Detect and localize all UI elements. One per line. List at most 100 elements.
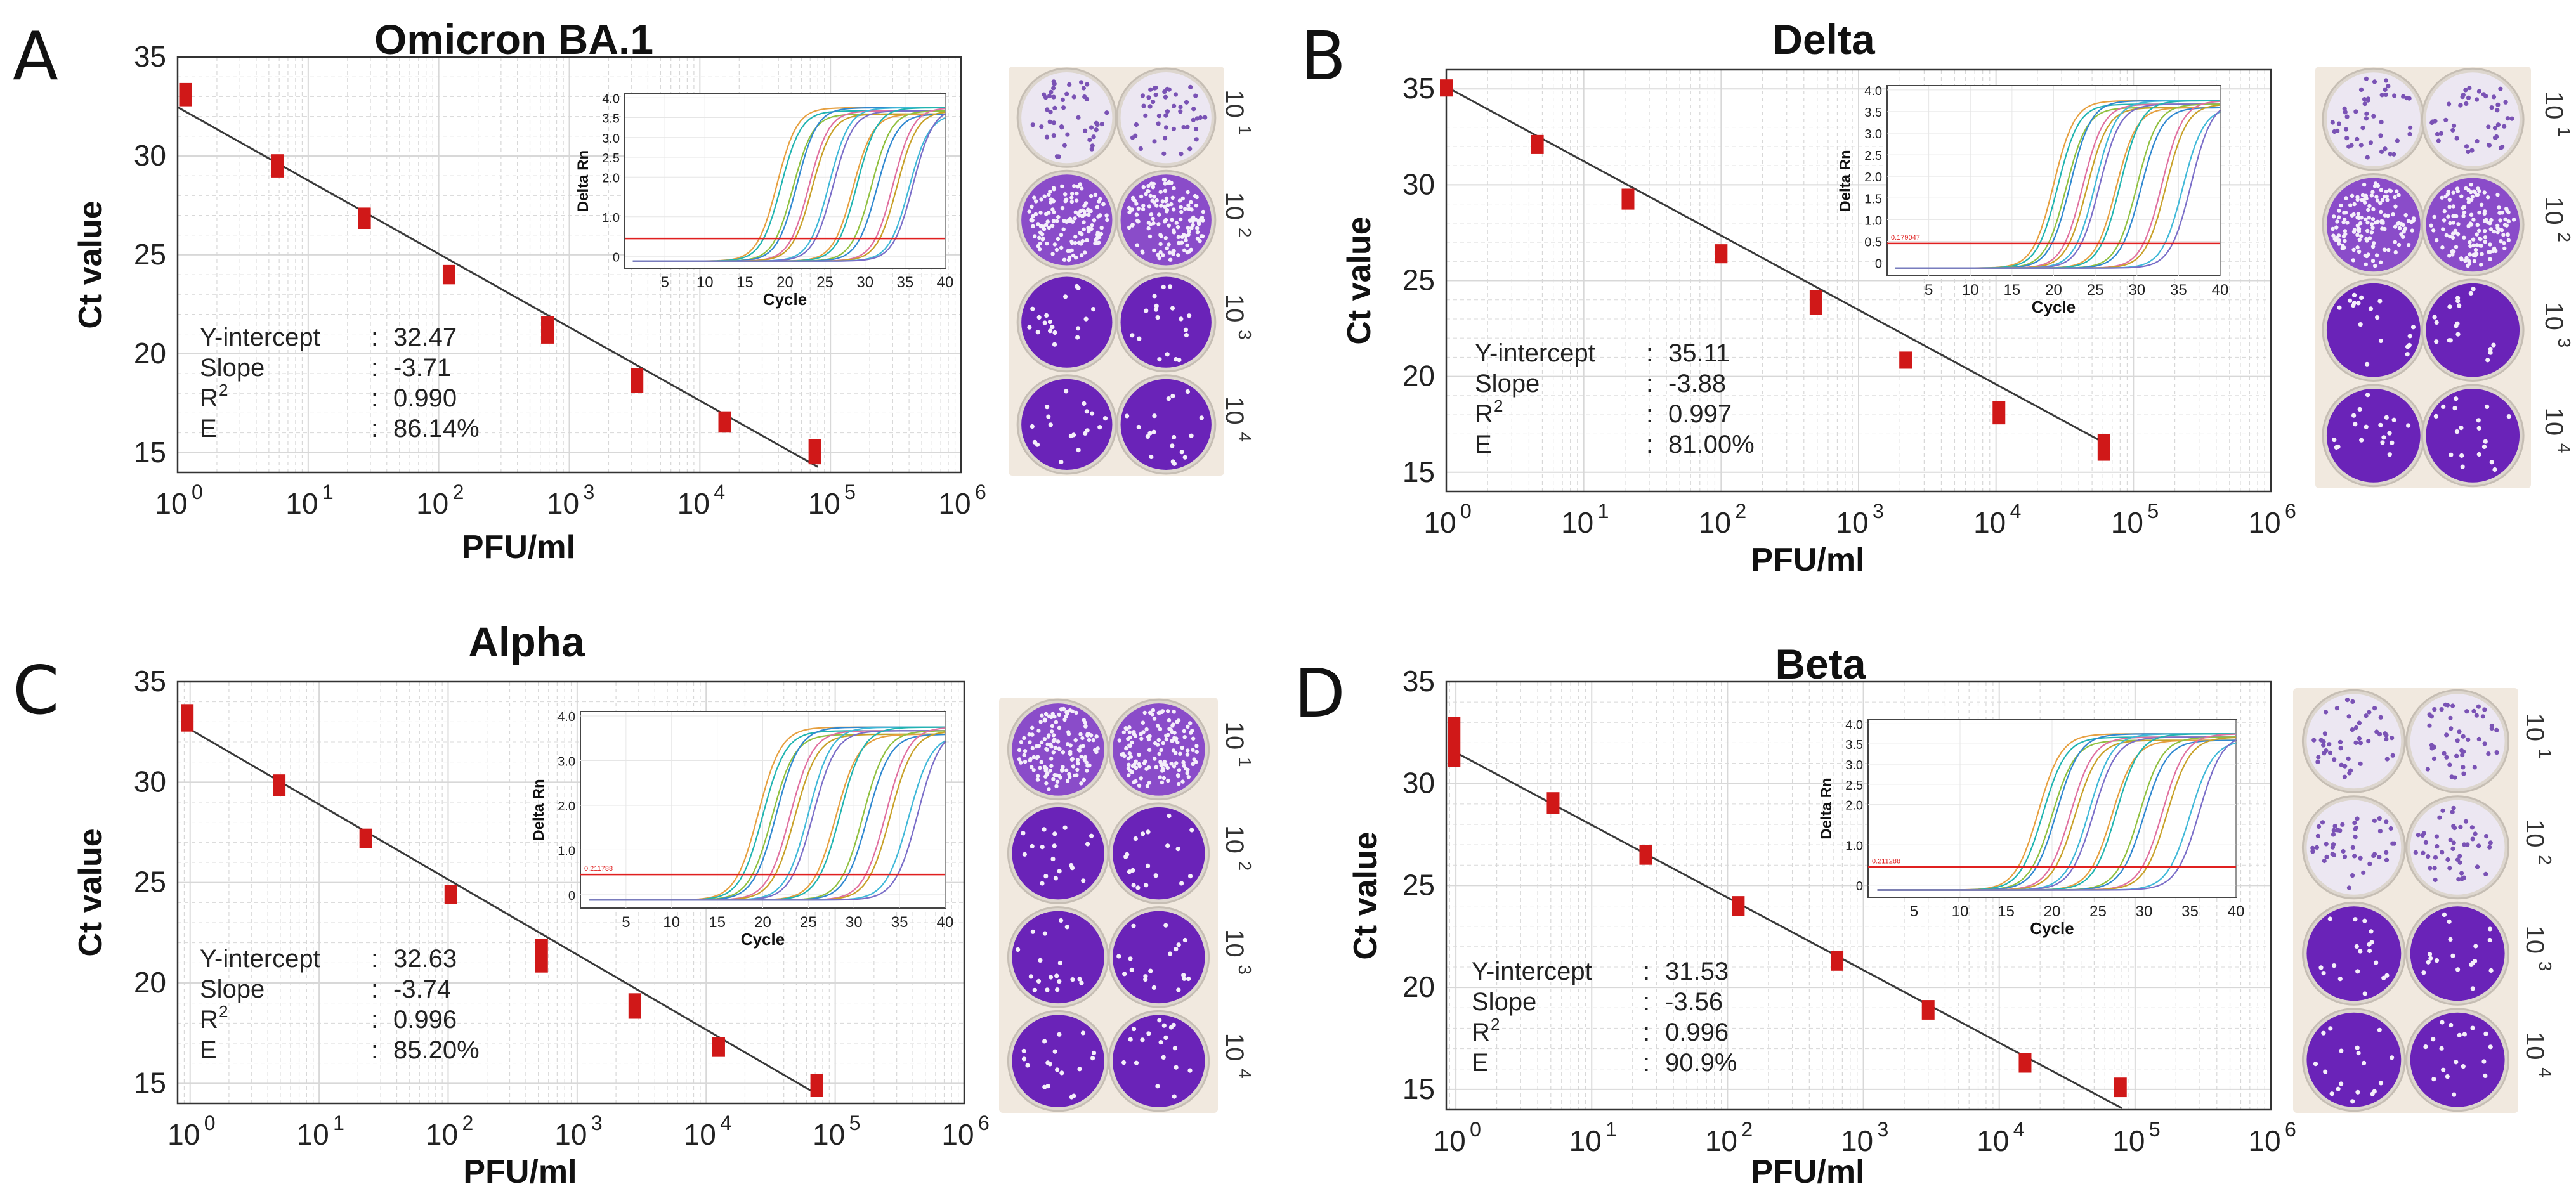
plaque bbox=[2383, 146, 2388, 152]
plaque bbox=[1076, 115, 1081, 120]
plaque bbox=[1167, 284, 1173, 289]
amplification-inset: 5 10 15 20 25 30 35 4001.02.03.04.00.211788Cycl… bbox=[530, 710, 953, 949]
plaque bbox=[2463, 819, 2469, 824]
plaque bbox=[1016, 947, 1021, 952]
plaque bbox=[2353, 422, 2358, 427]
plaque bbox=[2452, 406, 2457, 411]
plaque bbox=[2344, 698, 2350, 703]
plaque bbox=[1030, 725, 1035, 731]
stat-value: 85.20% bbox=[393, 1036, 480, 1064]
plaque bbox=[1140, 1037, 1145, 1043]
plaque bbox=[1195, 230, 1200, 235]
plaque bbox=[2339, 203, 2343, 208]
plaque bbox=[1179, 152, 1184, 157]
inset-y-tick-label: 2.0 bbox=[1845, 799, 1863, 813]
plaque bbox=[1166, 709, 1170, 713]
plaque bbox=[1117, 738, 1122, 743]
plaque bbox=[2470, 961, 2475, 966]
y-tick-label: 35 bbox=[134, 665, 166, 698]
x-tick-label: 10 2 bbox=[1705, 1118, 1753, 1157]
x-tick-exponent: 6 bbox=[975, 481, 986, 504]
plaque bbox=[1181, 125, 1186, 130]
plaque bbox=[1073, 235, 1078, 239]
plaque bbox=[1147, 204, 1152, 209]
plaque bbox=[2384, 857, 2390, 862]
plaque bbox=[2431, 228, 2436, 233]
plaque bbox=[1140, 93, 1145, 98]
plaque bbox=[1079, 980, 1084, 985]
plaque bbox=[1042, 717, 1047, 722]
plaque bbox=[1161, 776, 1167, 781]
plaque bbox=[1171, 207, 1176, 212]
plaque bbox=[1156, 252, 1160, 257]
plaque bbox=[2461, 765, 2466, 770]
plaque bbox=[2407, 334, 2412, 339]
plaque bbox=[2362, 97, 2367, 102]
plaque bbox=[2445, 703, 2450, 708]
plaque bbox=[2470, 986, 2475, 991]
plaque bbox=[1075, 767, 1080, 772]
dilution-label: 101 bbox=[2540, 91, 2574, 137]
plaque bbox=[1148, 87, 1153, 92]
plaque bbox=[2355, 1045, 2360, 1050]
plaque bbox=[2356, 1051, 2361, 1056]
plaque bbox=[1039, 124, 1044, 129]
plaque bbox=[2467, 261, 2471, 266]
plaque bbox=[1143, 113, 1148, 118]
plaque bbox=[1179, 881, 1184, 886]
plaque bbox=[1157, 357, 1162, 362]
plaque bbox=[2485, 358, 2490, 363]
plaque bbox=[2354, 944, 2359, 949]
x-tick-label: 10 1 bbox=[1561, 500, 1609, 539]
plaque bbox=[1075, 758, 1080, 762]
plaque bbox=[2406, 423, 2411, 428]
plaque bbox=[2351, 247, 2356, 252]
plaque bbox=[1049, 89, 1054, 94]
x-tick-exponent: 0 bbox=[1470, 1118, 1481, 1141]
plate-background bbox=[2315, 67, 2531, 488]
plaque bbox=[2428, 866, 2433, 871]
plaque bbox=[1145, 784, 1150, 788]
plaque bbox=[1069, 1095, 1074, 1100]
plaque bbox=[2483, 1031, 2488, 1036]
plaque bbox=[1095, 233, 1100, 237]
plaque bbox=[1086, 225, 1090, 230]
plaque bbox=[2485, 404, 2490, 410]
plaque bbox=[2377, 829, 2383, 834]
x-tick-label: 10 6 bbox=[938, 481, 986, 520]
plaque bbox=[1056, 215, 1061, 219]
plaque bbox=[1121, 1060, 1127, 1065]
plaque bbox=[1135, 885, 1141, 890]
plaque bbox=[2355, 136, 2360, 141]
plaque bbox=[1043, 223, 1049, 227]
plaque bbox=[1170, 195, 1175, 200]
plaque bbox=[1141, 185, 1146, 190]
plaque bbox=[1039, 197, 1043, 202]
plaque bbox=[2367, 861, 2372, 866]
plaque bbox=[2332, 963, 2337, 968]
plaque bbox=[1047, 119, 1052, 124]
plaque bbox=[1130, 223, 1135, 228]
dilution-label: 102 bbox=[2521, 819, 2555, 865]
stat-label: E bbox=[1475, 431, 1492, 458]
plaque bbox=[2365, 96, 2370, 101]
plaque bbox=[2494, 727, 2499, 732]
plaque bbox=[2506, 219, 2511, 224]
plaque bbox=[1183, 207, 1187, 211]
plaque bbox=[2502, 241, 2506, 245]
plaque bbox=[2379, 119, 2384, 125]
plaque bbox=[1182, 248, 1187, 252]
plaque bbox=[1182, 735, 1187, 739]
x-tick-exponent: 0 bbox=[1460, 500, 1472, 523]
inset-x-tick-label: 35 bbox=[891, 914, 908, 931]
plaque bbox=[1050, 856, 1056, 862]
plaque bbox=[2374, 253, 2379, 257]
plate-well bbox=[2426, 72, 2520, 167]
stat-label: Slope bbox=[1472, 988, 1536, 1016]
plaque bbox=[2432, 214, 2436, 219]
dilution-exponent: 4 bbox=[2554, 443, 2574, 453]
plaque bbox=[1059, 233, 1064, 237]
plaque bbox=[1191, 736, 1196, 741]
plaque bbox=[2367, 948, 2372, 954]
